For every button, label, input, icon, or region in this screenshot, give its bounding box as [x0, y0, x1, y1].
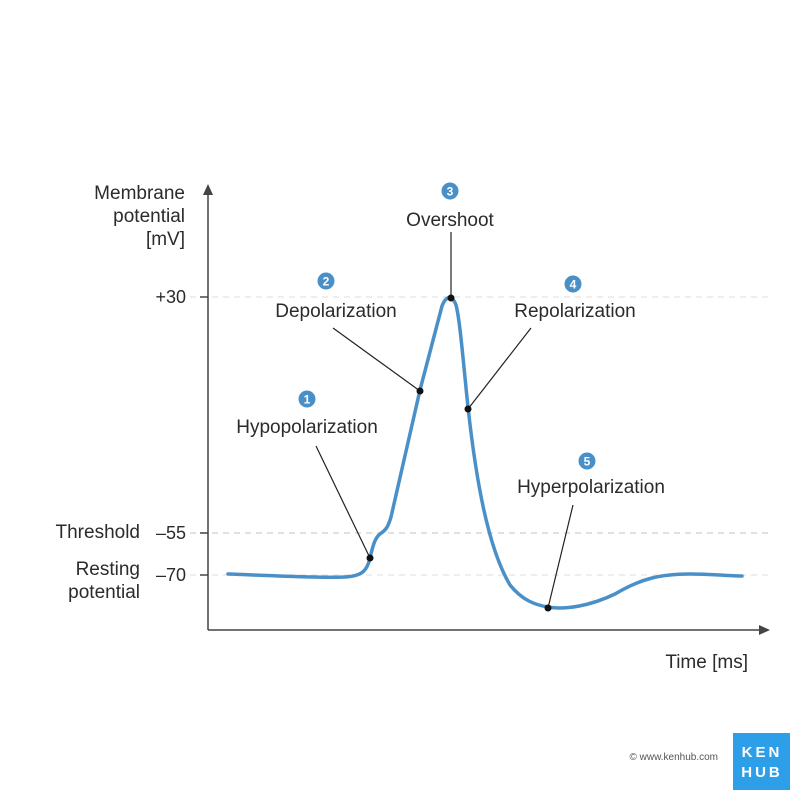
logo-text-top: KEN: [742, 744, 783, 761]
phase-number-2: 2: [323, 275, 330, 289]
callout-dot-2: [416, 387, 424, 395]
phase-label-hypopolarization: Hypopolarization: [236, 417, 378, 438]
callout-line-5: [547, 504, 574, 609]
callout-dot-5: [544, 604, 552, 612]
y-axis-label-line3: [mV]: [146, 229, 185, 250]
phase-number-3: 3: [447, 185, 454, 199]
action-potential-curve: [226, 295, 744, 610]
phase-number-1: 1: [304, 393, 311, 407]
callout-line-2: [332, 327, 421, 392]
tick-label-plus30: +30: [155, 287, 186, 307]
x-axis-arrow-icon: [759, 625, 770, 635]
x-axis-label: Time [ms]: [665, 652, 748, 673]
callout-dot-4: [464, 405, 472, 413]
phase-badge-1: 1: [298, 390, 316, 408]
kenhub-logo: KEN HUB: [733, 733, 790, 790]
y-axis-label-line1: Membrane: [94, 183, 185, 204]
phase-badge-5: 5: [578, 452, 596, 470]
tick-label-resting: –70: [156, 565, 186, 585]
y-axis-label-line2: potential: [113, 206, 185, 227]
resting-label-line1: Resting: [76, 559, 140, 580]
resting-label-line2: potential: [68, 582, 140, 603]
phase-number-4: 4: [570, 278, 577, 292]
phase-badge-2: 2: [317, 272, 335, 290]
phase-label-repolarization: Repolarization: [514, 301, 635, 322]
callout-line-1: [315, 445, 371, 559]
phase-number-5: 5: [584, 455, 591, 469]
phase-badge-3: 3: [441, 182, 459, 200]
phase-badge-4: 4: [564, 275, 582, 293]
threshold-label: Threshold: [56, 522, 141, 543]
tick-label-threshold: –55: [156, 523, 186, 543]
logo-text-bottom: HUB: [741, 764, 783, 781]
y-axis-arrow-icon: [203, 184, 213, 195]
phase-label-hyperpolarization: Hyperpolarization: [517, 477, 665, 498]
copyright-text: © www.kenhub.com: [629, 752, 718, 763]
callout-dot-3: [447, 294, 455, 302]
callout-line-4: [467, 327, 532, 410]
callout-dot-1: [366, 554, 374, 562]
phase-label-overshoot: Overshoot: [406, 210, 494, 231]
phase-label-depolarization: Depolarization: [275, 301, 396, 322]
